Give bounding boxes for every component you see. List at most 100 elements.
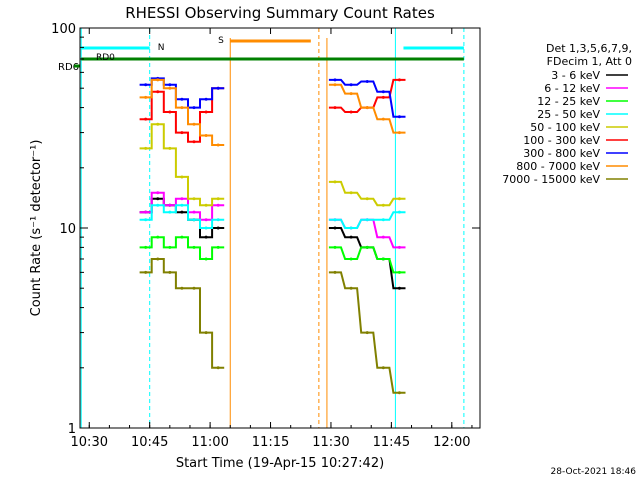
x-tick-label-3: 11:15: [252, 435, 289, 450]
series-line-0-1: [328, 227, 406, 290]
data-point-4-7: [333, 180, 337, 184]
data-point-7-4: [192, 122, 196, 126]
data-point-3-2: [168, 210, 172, 214]
y-axis-label: Count Rate (s⁻¹ detector⁻¹): [29, 140, 44, 317]
data-point-7-8: [349, 92, 353, 96]
y-tick-label-1: 10: [59, 222, 76, 237]
series-line-2-0: [139, 236, 225, 260]
legend-label-7: 800 - 7000 keV: [516, 160, 600, 173]
x-tick-label-0: 10:30: [71, 435, 108, 450]
data-point-5-1: [156, 90, 160, 94]
data-point-3-11: [397, 210, 401, 214]
x-tick-label-4: 11:30: [312, 435, 349, 450]
data-point-4-5: [204, 203, 208, 207]
data-point-1-6: [216, 203, 220, 207]
data-point-7-9: [365, 106, 369, 110]
legend-label-0: 3 - 6 keV: [551, 69, 600, 82]
data-point-4-1: [156, 122, 160, 126]
data-point-6-8: [349, 83, 353, 87]
flag-label-rd0: RD0: [96, 53, 115, 63]
data-point-4-2: [168, 146, 172, 150]
data-point-5-11: [397, 78, 401, 82]
data-point-0-11: [397, 286, 401, 290]
data-point-5-3: [180, 131, 184, 135]
legend-label-8: 7000 - 15000 keV: [502, 173, 600, 186]
data-point-6-10: [381, 90, 385, 94]
data-point-4-3: [180, 175, 184, 179]
legend-label-2: 12 - 25 keV: [537, 95, 600, 108]
flag-label-s: S: [218, 36, 224, 46]
frame-layer: [79, 27, 481, 429]
y-tick-label-0: 1: [68, 422, 76, 437]
data-point-0-7: [333, 226, 337, 230]
x-tick-label-5: 11:45: [373, 435, 410, 450]
data-point-3-6: [216, 218, 220, 222]
x-tick-label-6: 12:00: [433, 435, 470, 450]
legend-label-1: 6 - 12 keV: [544, 82, 600, 95]
data-point-0-8: [349, 235, 353, 239]
data-point-4-9: [365, 197, 369, 201]
data-point-4-10: [381, 203, 385, 207]
data-point-3-0: [144, 218, 148, 222]
legend-label-5: 100 - 300 keV: [523, 134, 600, 147]
data-point-8-6: [216, 366, 220, 370]
data-point-8-0: [144, 270, 148, 274]
data-point-6-5: [204, 97, 208, 101]
x-axis-label: Start Time (19-Apr-15 10:27:42): [176, 456, 384, 471]
data-point-2-9: [365, 245, 369, 249]
data-point-8-8: [349, 286, 353, 290]
data-point-2-8: [349, 257, 353, 261]
chart-title: RHESSI Observing Summary Count Rates: [125, 4, 435, 22]
data-point-2-7: [333, 245, 337, 249]
x-tick-label-2: 11:00: [191, 435, 228, 450]
series-line-4-1: [328, 180, 406, 207]
data-point-3-9: [365, 218, 369, 222]
data-point-3-4: [192, 218, 196, 222]
data-layer: RD0 N S RD6: [58, 28, 465, 428]
legend-label-3: 25 - 50 keV: [537, 108, 600, 121]
data-point-1-0: [144, 210, 148, 214]
axis-layer: 10:30 10:45 11:00 11:15 11:30 11:45 12:00 1 10 10…: [51, 22, 480, 450]
data-point-7-11: [397, 131, 401, 135]
data-point-1-4: [192, 210, 196, 214]
flag-label-n: N: [158, 43, 165, 53]
data-point-4-4: [192, 197, 196, 201]
data-point-2-6: [216, 245, 220, 249]
data-point-3-5: [204, 226, 208, 230]
data-point-5-7: [333, 106, 337, 110]
data-point-6-4: [192, 106, 196, 110]
x-tick-label-1: 10:45: [131, 435, 168, 450]
data-point-7-5: [204, 134, 208, 138]
data-point-1-10: [381, 235, 385, 239]
data-point-0-3: [180, 210, 184, 214]
data-point-1-11: [397, 245, 401, 249]
data-point-8-11: [397, 391, 401, 395]
data-point-2-2: [168, 245, 172, 249]
flag-label-rd6: RD6: [58, 62, 79, 73]
series-line-2-1: [328, 246, 406, 274]
data-point-0-6: [216, 226, 220, 230]
data-point-0-5: [204, 235, 208, 239]
data-point-2-5: [204, 257, 208, 261]
data-point-7-0: [144, 95, 148, 99]
data-point-6-6: [216, 86, 220, 90]
legend-label-6: 300 - 800 keV: [523, 147, 600, 160]
data-point-6-3: [180, 97, 184, 101]
data-point-4-11: [397, 197, 401, 201]
data-point-1-2: [168, 203, 172, 207]
data-point-8-1: [156, 257, 160, 261]
data-point-4-0: [144, 146, 148, 150]
legend-label-4: 50 - 100 keV: [530, 121, 600, 134]
data-point-2-3: [180, 235, 184, 239]
data-point-4-8: [349, 191, 353, 195]
data-point-5-0: [144, 117, 148, 121]
data-point-5-2: [168, 110, 172, 114]
y-tick-label-2: 100: [51, 22, 76, 37]
data-point-8-10: [381, 366, 385, 370]
data-point-7-7: [333, 83, 337, 87]
series-line-8-0: [139, 258, 225, 369]
data-point-7-1: [156, 78, 160, 82]
data-point-5-10: [381, 95, 385, 99]
